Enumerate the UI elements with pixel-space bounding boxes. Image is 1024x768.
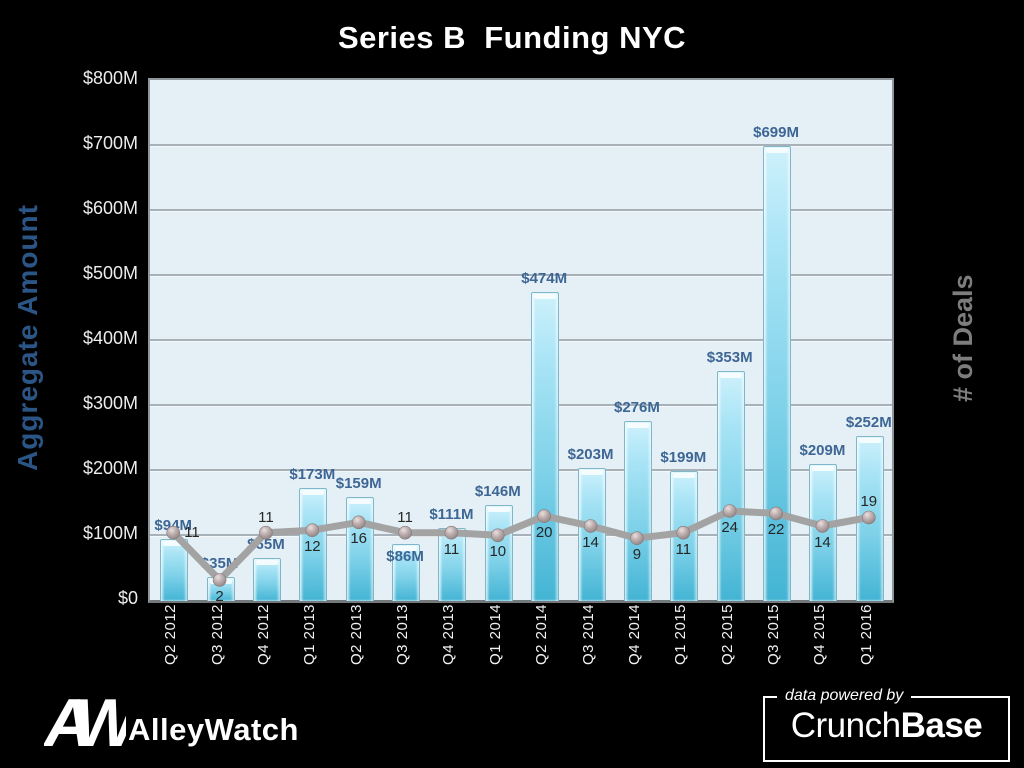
- x-tick-label: Q2 2014: [533, 604, 551, 666]
- x-tick-label: Q3 2012: [208, 604, 226, 666]
- y-tick-label: $100M: [82, 523, 138, 543]
- chart-title: Series B Funding NYC: [337, 20, 687, 55]
- x-tick-label: Q3 2013: [394, 604, 412, 666]
- x-tick-label: Q4 2013: [440, 604, 458, 666]
- amount-label: $35M: [200, 555, 239, 573]
- y-tick-label: $800M: [82, 68, 138, 88]
- grid-line: [150, 339, 892, 341]
- y-tick-label: $600M: [82, 198, 138, 218]
- deal-count-label: 11: [258, 508, 274, 526]
- y-tick-label: $300M: [82, 393, 138, 413]
- crunchbase-wordmark: CrunchBase: [765, 706, 1008, 746]
- amount-label: $203M: [567, 446, 614, 464]
- grid-line: [150, 209, 892, 211]
- deal-count-label: 2: [215, 587, 224, 605]
- amount-label: $699M: [753, 123, 799, 141]
- deal-count-label: 22: [767, 521, 785, 539]
- bar: [716, 370, 745, 601]
- amount-label: $276M: [614, 398, 660, 416]
- plot-area: $94M $35M $65M $173M $159M $86M $111M $146M $474…: [148, 78, 894, 605]
- bar: [670, 470, 699, 601]
- deal-count-label: 14: [582, 533, 599, 551]
- amount-label: $146M: [474, 483, 521, 501]
- x-tick-label: Q4 2015: [811, 604, 829, 666]
- powered-by-label: data powered by: [777, 687, 912, 705]
- crunchbase-wordmark-bold: Base: [900, 706, 983, 745]
- grid-line: [150, 144, 892, 146]
- svg-text:AW: AW: [44, 690, 126, 754]
- deal-count-label: 16: [350, 530, 368, 548]
- alleywatch-wordmark: AlleyWatch: [128, 712, 299, 747]
- amount-label: $199M: [660, 448, 707, 466]
- right-axis-title: # of Deals: [948, 274, 978, 402]
- x-tick-label: Q3 2015: [765, 604, 783, 666]
- bar: [252, 557, 281, 601]
- bar: [160, 538, 189, 601]
- x-tick-label: Q1 2013: [301, 604, 319, 666]
- x-tick-label: Q3 2014: [579, 604, 597, 666]
- line-marker: [398, 525, 412, 540]
- y-tick-label: $200M: [82, 458, 138, 478]
- x-tick-label: Q4 2012: [254, 604, 272, 666]
- amount-label: $252M: [845, 414, 892, 432]
- crunchbase-wordmark-regular: Crunch: [790, 706, 901, 745]
- y-tick-label: $700M: [82, 133, 138, 153]
- grid-line: [150, 274, 892, 276]
- deal-count-label: 10: [489, 543, 507, 561]
- amount-label: $111M: [429, 505, 474, 523]
- deal-count-label: 11: [184, 523, 200, 541]
- y-tick-label: $500M: [82, 263, 138, 283]
- bar: [345, 496, 374, 601]
- x-tick-label: Q1 2015: [672, 604, 690, 666]
- amount-label: $474M: [521, 269, 568, 287]
- y-tick-label: $0: [117, 588, 138, 608]
- deal-count-label: 24: [721, 519, 739, 536]
- x-tick-label: Q4 2014: [625, 604, 643, 666]
- deal-count-label: 14: [814, 533, 831, 551]
- bar: [438, 527, 467, 601]
- grid-line: [150, 469, 892, 471]
- bar: [855, 436, 884, 601]
- amount-label: $159M: [335, 474, 382, 492]
- x-tick-label: Q1 2014: [486, 604, 504, 666]
- amount-label: $86M: [386, 548, 424, 566]
- deal-count-label: 20: [535, 524, 553, 542]
- deal-count-label: 12: [303, 538, 321, 556]
- deal-count-label: 11: [675, 540, 692, 558]
- bar: [531, 291, 560, 601]
- amount-label: $65M: [247, 535, 285, 553]
- bar: [623, 420, 652, 601]
- deal-count-label: 11: [443, 540, 460, 558]
- x-tick-label: Q1 2016: [857, 604, 875, 666]
- y-tick-label: $400M: [82, 328, 138, 348]
- bar: [809, 464, 838, 601]
- deal-count-label: 19: [860, 493, 878, 511]
- deal-count-label: 9: [632, 546, 642, 564]
- x-tick-label: Q2 2015: [718, 604, 736, 666]
- amount-label: $209M: [799, 442, 846, 460]
- amount-label: $353M: [706, 348, 753, 366]
- crunchbase-badge: data powered by CrunchBase: [763, 687, 1010, 762]
- x-tick-label: Q2 2012: [162, 604, 180, 666]
- alleywatch-logo-icon: AW: [44, 690, 126, 754]
- x-tick-label: Q2 2013: [347, 604, 365, 666]
- deal-count-label: 11: [397, 508, 413, 526]
- grid-line: [150, 404, 892, 406]
- amount-label: $173M: [289, 465, 336, 483]
